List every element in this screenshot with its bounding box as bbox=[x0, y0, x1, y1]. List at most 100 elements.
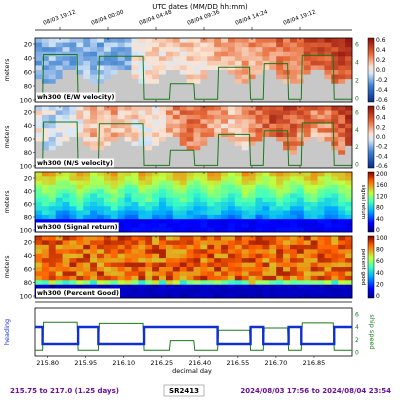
colorbar-tick-label: -0.4 bbox=[376, 153, 388, 160]
heatmap-cell bbox=[234, 60, 243, 66]
heatmap-cell bbox=[207, 141, 215, 147]
heatmap-cell bbox=[35, 51, 43, 57]
heatmap-cell bbox=[269, 289, 277, 294]
colorbar-tick-label: 0.4 bbox=[376, 115, 386, 122]
heatmap-cell bbox=[234, 137, 243, 142]
heatmap-cell bbox=[159, 206, 167, 211]
heatmap-cell bbox=[227, 97, 236, 103]
heatmap-cell bbox=[317, 83, 325, 89]
heatmap-cell bbox=[159, 65, 167, 71]
heatmap-cell bbox=[159, 280, 167, 286]
heatmap-cell bbox=[296, 110, 305, 116]
heatmap-cell bbox=[124, 223, 132, 229]
heatmap-cell bbox=[152, 275, 160, 281]
heatmap-cell bbox=[110, 284, 119, 290]
heatmap-cell bbox=[41, 210, 50, 216]
heatmap-cell bbox=[159, 202, 167, 207]
heatmap-cell bbox=[303, 289, 312, 294]
heatmap-cell bbox=[48, 114, 57, 120]
heatmap-cell bbox=[310, 214, 318, 220]
heatmap-cell bbox=[90, 244, 98, 250]
heatmap-cell bbox=[165, 141, 174, 147]
heatmap-cell bbox=[214, 249, 222, 255]
heatmap-cell bbox=[283, 145, 291, 151]
heatmap-cell bbox=[35, 137, 43, 142]
heatmap-cell bbox=[83, 180, 91, 186]
heatmap-cell bbox=[303, 137, 312, 142]
heatmap-cell bbox=[97, 88, 105, 94]
heatmap-cell bbox=[172, 123, 181, 129]
heatmap-cell bbox=[103, 110, 112, 116]
heatmap-cell bbox=[345, 42, 353, 48]
heatmap-cell bbox=[138, 223, 146, 229]
heatmap-cell bbox=[69, 56, 77, 62]
heatmap-cell bbox=[97, 150, 105, 156]
heatmap-cell bbox=[338, 128, 346, 133]
heatmap-cell bbox=[83, 106, 91, 111]
heatmap-cell bbox=[159, 60, 167, 66]
heatmap-cell bbox=[159, 83, 167, 89]
heatmap-cell bbox=[317, 202, 325, 207]
heatmap-cell bbox=[117, 92, 125, 98]
heatmap-cell bbox=[83, 240, 91, 246]
heatmap-cell bbox=[255, 42, 263, 48]
heatmap-cell bbox=[110, 154, 119, 160]
heatmap-cell bbox=[41, 60, 50, 66]
heatmap-cell bbox=[262, 141, 270, 147]
heatmap-cell bbox=[338, 97, 346, 103]
heatmap-cell bbox=[35, 70, 43, 75]
heatmap-cell bbox=[289, 236, 298, 241]
heatmap-cell bbox=[303, 47, 312, 53]
heatmap-cell bbox=[331, 145, 339, 151]
heatmap-cell bbox=[241, 189, 250, 194]
heatmap-cell bbox=[186, 97, 194, 103]
heatmap-cell bbox=[55, 236, 63, 241]
heatmap-cell bbox=[303, 119, 312, 125]
heatmap-cell bbox=[90, 106, 98, 111]
heatmap-cell bbox=[131, 132, 139, 138]
panel-ytick-label: 20 bbox=[24, 41, 32, 49]
heatmap-cell bbox=[289, 253, 298, 259]
heatmap-cell bbox=[214, 128, 222, 133]
heatmap-cell bbox=[331, 128, 339, 133]
heatmap-cell bbox=[179, 271, 188, 277]
heatmap-cell bbox=[117, 284, 125, 290]
heatmap-cell bbox=[41, 79, 50, 85]
heatmap-cell bbox=[289, 184, 298, 190]
heatmap-cell bbox=[241, 97, 250, 103]
heatmap-cell bbox=[262, 74, 270, 80]
heatmap-cell bbox=[338, 184, 346, 190]
panel-ylabel: meters bbox=[3, 125, 11, 149]
heatmap-cell bbox=[317, 249, 325, 255]
heatmap-cell bbox=[303, 154, 312, 160]
heatmap-cell bbox=[138, 219, 146, 224]
heatmap-cell bbox=[338, 132, 346, 138]
heatmap-cell bbox=[338, 293, 346, 299]
heatmap-cell bbox=[90, 42, 98, 48]
heatmap-cell bbox=[296, 244, 305, 250]
heatmap-cell bbox=[55, 128, 63, 133]
heatmap-cell bbox=[165, 227, 174, 233]
heatmap-cell bbox=[262, 145, 270, 151]
heatmap-cell bbox=[124, 74, 132, 80]
heatmap-cell bbox=[193, 223, 201, 229]
heatmap-cell bbox=[214, 280, 222, 286]
heatmap-cell bbox=[179, 106, 188, 111]
heatmap-cell bbox=[172, 197, 181, 203]
heatmap-cell bbox=[303, 244, 312, 250]
heatmap-cell bbox=[310, 176, 318, 181]
heatmap-cell bbox=[62, 42, 70, 48]
heatmap-cell bbox=[83, 65, 91, 71]
heatmap-cell bbox=[227, 210, 236, 216]
heatmap-cell bbox=[90, 132, 98, 138]
heatmap-cell bbox=[296, 280, 305, 286]
heatmap-cell bbox=[159, 240, 167, 246]
heatmap-cell bbox=[269, 163, 277, 169]
heatmap-cell bbox=[200, 154, 208, 160]
heatmap-cell bbox=[193, 83, 201, 89]
heatmap-cell bbox=[152, 159, 160, 164]
heading-label: heading bbox=[3, 319, 11, 345]
heatmap-cell bbox=[131, 189, 139, 194]
heatmap-cell bbox=[338, 180, 346, 186]
